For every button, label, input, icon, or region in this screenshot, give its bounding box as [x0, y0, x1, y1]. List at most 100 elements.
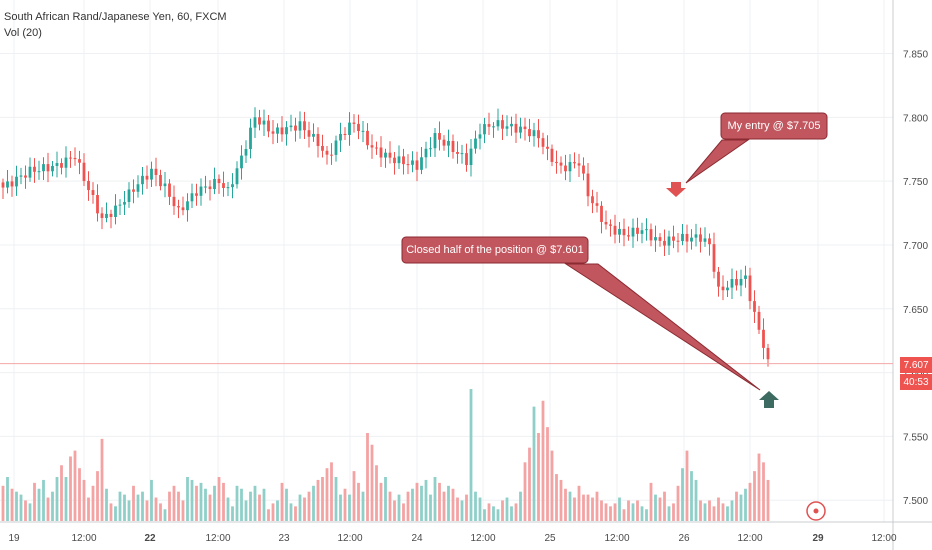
bar-countdown-badge: 40:53: [900, 374, 932, 390]
volume-bar: [109, 503, 113, 521]
candle-body: [33, 166, 36, 172]
candle-body: [537, 130, 540, 139]
volume-bar: [321, 477, 324, 521]
volume-bar: [213, 485, 216, 521]
volume-bar: [231, 506, 234, 521]
candle-body: [330, 154, 333, 156]
volume-bar: [501, 500, 504, 521]
candle-body: [753, 301, 756, 312]
candle-body: [730, 279, 734, 288]
candle-body: [505, 126, 509, 129]
volume-bar: [96, 471, 99, 521]
candle-body: [289, 125, 293, 128]
candle-body: [145, 175, 149, 180]
candle-body: [388, 152, 392, 158]
candle-body: [172, 196, 176, 207]
symbol-title: South African Rand/Japanese Yen, 60, FXC…: [4, 11, 227, 23]
candle-body: [118, 204, 122, 206]
volume-bar: [505, 497, 509, 521]
candle-body: [658, 237, 662, 241]
volume-bar: [19, 494, 23, 521]
volume-bar: [613, 503, 617, 521]
candle-body: [100, 213, 104, 218]
candle-body: [267, 120, 270, 132]
volume-bar: [523, 462, 527, 521]
volume-bar: [42, 479, 45, 521]
volume-bar: [127, 500, 131, 521]
candle-body: [190, 193, 194, 202]
volume-bar: [717, 497, 720, 521]
candle-body: [721, 286, 725, 291]
candle-body: [478, 134, 482, 139]
candle-body: [6, 181, 9, 188]
volume-bar: [402, 503, 405, 521]
candle-body: [564, 165, 567, 172]
volume-bar: [735, 491, 738, 521]
candle-body: [109, 213, 113, 217]
candle-body: [294, 125, 297, 131]
candle-body: [532, 130, 536, 137]
volume-bar: [712, 506, 716, 521]
candle-body: [595, 203, 599, 206]
volume-bar: [649, 482, 653, 521]
candle-body: [451, 140, 455, 153]
candle-body: [379, 147, 383, 158]
volume-bar: [24, 500, 27, 521]
volume-bar: [186, 477, 189, 521]
volume-bar: [393, 500, 396, 521]
candle-body: [712, 244, 716, 272]
candle-body: [514, 123, 518, 133]
volume-bar: [406, 491, 410, 521]
volume-bar: [33, 482, 36, 521]
candle-body: [483, 124, 486, 135]
candle-body: [186, 201, 189, 211]
y-tick-label: 7.800: [903, 113, 928, 124]
volume-bar: [141, 491, 144, 521]
volume-bar: [483, 509, 486, 521]
volume-bar: [150, 479, 153, 521]
close-half-callout-pointer: [564, 263, 761, 391]
volume-bar: [640, 506, 644, 521]
candle-body: [258, 117, 261, 125]
candle-body: [10, 181, 14, 187]
volume-bar: [703, 503, 707, 521]
candle-body: [631, 227, 635, 237]
candle-body: [159, 174, 162, 187]
candle-body: [325, 150, 329, 155]
volume-bar: [271, 503, 275, 521]
volume-bar: [375, 465, 378, 521]
candle-body: [69, 157, 72, 159]
candle-body: [123, 202, 126, 205]
candle-body: [402, 156, 405, 165]
candle-body: [510, 123, 513, 127]
candle-body: [303, 121, 306, 131]
volume-bar: [546, 427, 549, 521]
volume-bar: [411, 488, 414, 521]
volume-bar: [555, 474, 558, 521]
candle-body: [456, 152, 459, 154]
candle-body: [19, 175, 23, 177]
volume-bar: [55, 477, 59, 521]
volume-bar: [384, 477, 387, 521]
volume-bar: [154, 497, 158, 521]
volume-bar: [415, 482, 419, 521]
x-tick-label: 12:00: [871, 533, 896, 544]
candle-body: [663, 240, 666, 246]
volume-bar: [316, 479, 320, 521]
candle-body: [604, 221, 608, 225]
candle-body: [528, 129, 531, 137]
candle-body: [469, 148, 473, 166]
volume-bar: [748, 482, 752, 521]
volume-bar: [496, 509, 500, 521]
volume-bar: [595, 491, 599, 521]
volume-bar: [307, 491, 311, 521]
candle-body: [55, 163, 59, 166]
candle-body: [343, 133, 347, 135]
candle-body: [114, 205, 117, 217]
candle-body: [685, 233, 689, 242]
candle-body: [73, 157, 77, 160]
candle-body: [429, 148, 432, 150]
volume-bar: [604, 503, 608, 521]
volume-bar: [447, 485, 450, 521]
